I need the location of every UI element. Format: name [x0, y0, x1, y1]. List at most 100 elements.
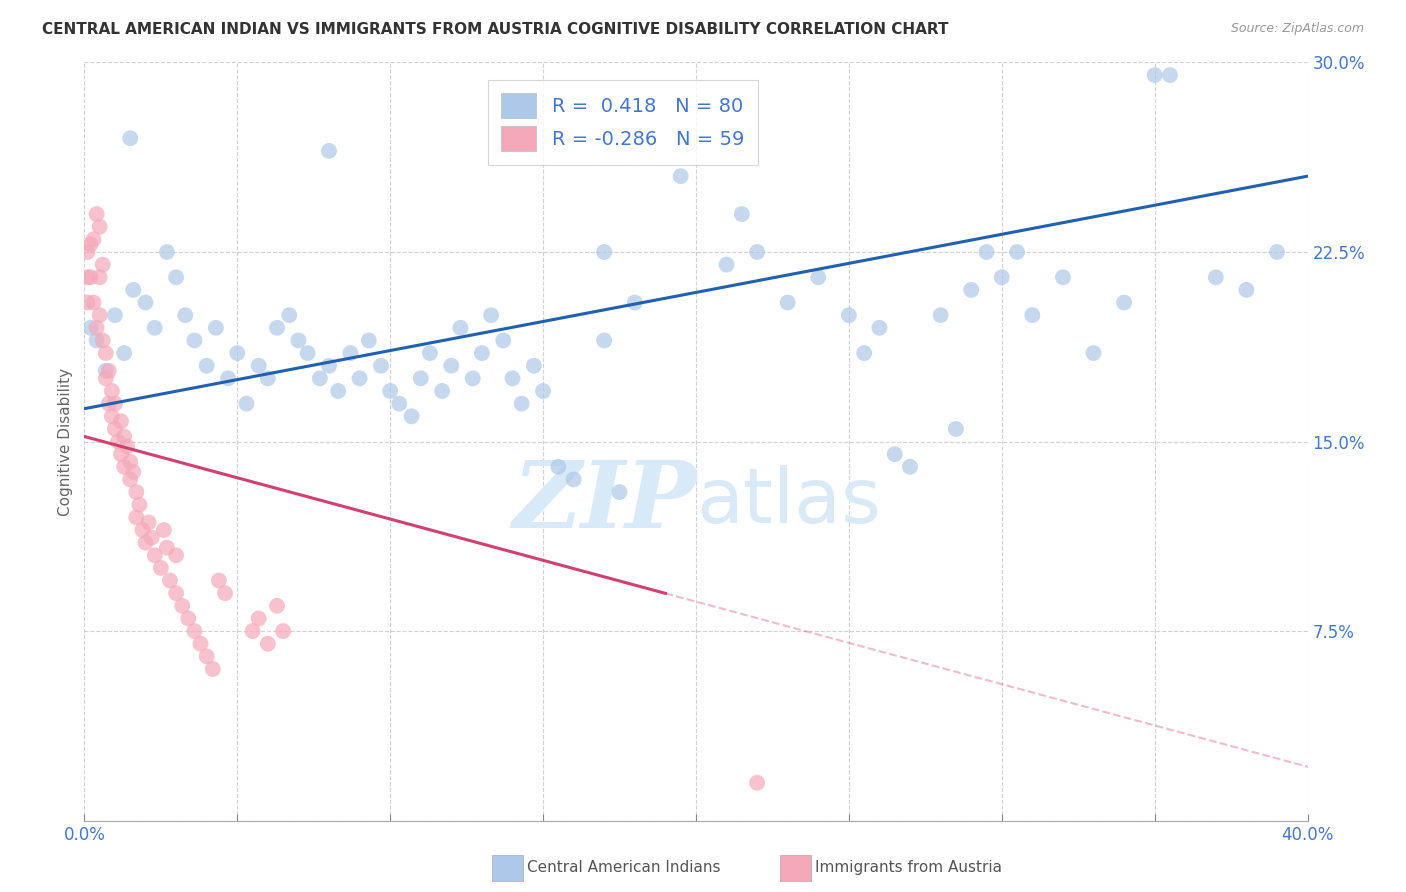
Point [79, 270, 101, 285]
Point [110, 447, 132, 461]
Point [247, 359, 270, 373]
Point [94, 371, 117, 385]
Point [183, 624, 205, 639]
Point [174, 308, 197, 322]
Point [976, 244, 998, 259]
Point [247, 611, 270, 625]
Point [97, 396, 120, 410]
Point [86, 207, 108, 221]
Point [226, 346, 249, 360]
Point [898, 459, 921, 474]
Point [357, 334, 380, 348]
Point [156, 541, 179, 555]
Point [165, 270, 187, 285]
Point [1205, 270, 1227, 285]
Point [153, 523, 176, 537]
Point [177, 611, 200, 625]
Point [101, 409, 124, 424]
Point [287, 334, 309, 348]
Point [869, 320, 891, 334]
Point [208, 574, 231, 588]
Text: Source: ZipAtlas.com: Source: ZipAtlas.com [1230, 22, 1364, 36]
Point [401, 409, 423, 424]
Point [1052, 270, 1074, 285]
Point [83, 295, 105, 310]
Point [235, 396, 257, 410]
Point [195, 359, 218, 373]
Point [120, 455, 142, 469]
Point [104, 396, 127, 410]
Point [257, 371, 280, 385]
Point [807, 270, 830, 285]
Point [125, 510, 148, 524]
Point [190, 637, 212, 651]
Point [502, 371, 524, 385]
Point [945, 422, 967, 436]
Point [131, 523, 153, 537]
Point [929, 308, 952, 322]
Text: ZIP: ZIP [512, 458, 696, 547]
Point [747, 776, 769, 790]
Point [159, 574, 181, 588]
Point [107, 434, 129, 449]
Point [217, 371, 239, 385]
Point [149, 561, 172, 575]
Point [86, 320, 108, 334]
Point [257, 637, 280, 651]
Text: atlas: atlas [696, 466, 880, 539]
Point [83, 232, 105, 246]
Point [91, 334, 114, 348]
Point [838, 308, 860, 322]
Point [104, 422, 127, 436]
Point [562, 473, 585, 487]
Point [104, 308, 127, 322]
Point [112, 429, 135, 443]
Point [531, 384, 554, 398]
Text: CENTRAL AMERICAN INDIAN VS IMMIGRANTS FROM AUSTRIA COGNITIVE DISABILITY CORRELAT: CENTRAL AMERICAN INDIAN VS IMMIGRANTS FR… [42, 22, 949, 37]
Point [110, 414, 132, 428]
Point [339, 346, 361, 360]
Point [731, 207, 754, 221]
Point [510, 396, 533, 410]
Point [172, 599, 194, 613]
Point [328, 384, 350, 398]
Point [523, 359, 546, 373]
Point [79, 320, 101, 334]
Legend: R =  0.418   N = 80, R = -0.286   N = 59: R = 0.418 N = 80, R = -0.286 N = 59 [488, 79, 758, 165]
Point [266, 320, 288, 334]
Point [297, 346, 319, 360]
Point [1265, 244, 1288, 259]
Point [991, 270, 1014, 285]
Point [135, 535, 157, 549]
Point [135, 295, 157, 310]
Point [960, 283, 983, 297]
Point [278, 308, 301, 322]
Point [201, 662, 224, 676]
Point [183, 334, 205, 348]
Point [492, 334, 515, 348]
Point [86, 334, 108, 348]
Point [624, 295, 647, 310]
Point [128, 498, 150, 512]
Point [440, 359, 463, 373]
Point [101, 384, 124, 398]
Point [89, 270, 111, 285]
Point [122, 283, 145, 297]
Point [271, 624, 294, 639]
Point [89, 308, 111, 322]
Text: Immigrants from Austria: Immigrants from Austria [815, 861, 1002, 875]
Point [308, 371, 330, 385]
Point [593, 334, 616, 348]
Point [94, 346, 117, 360]
Point [165, 586, 187, 600]
Point [156, 244, 179, 259]
Point [1005, 244, 1028, 259]
Point [716, 258, 738, 272]
Point [141, 531, 163, 545]
Point [115, 440, 138, 454]
Point [165, 548, 187, 563]
Point [409, 371, 432, 385]
Point [205, 320, 228, 334]
Point [79, 237, 101, 252]
Point [883, 447, 905, 461]
